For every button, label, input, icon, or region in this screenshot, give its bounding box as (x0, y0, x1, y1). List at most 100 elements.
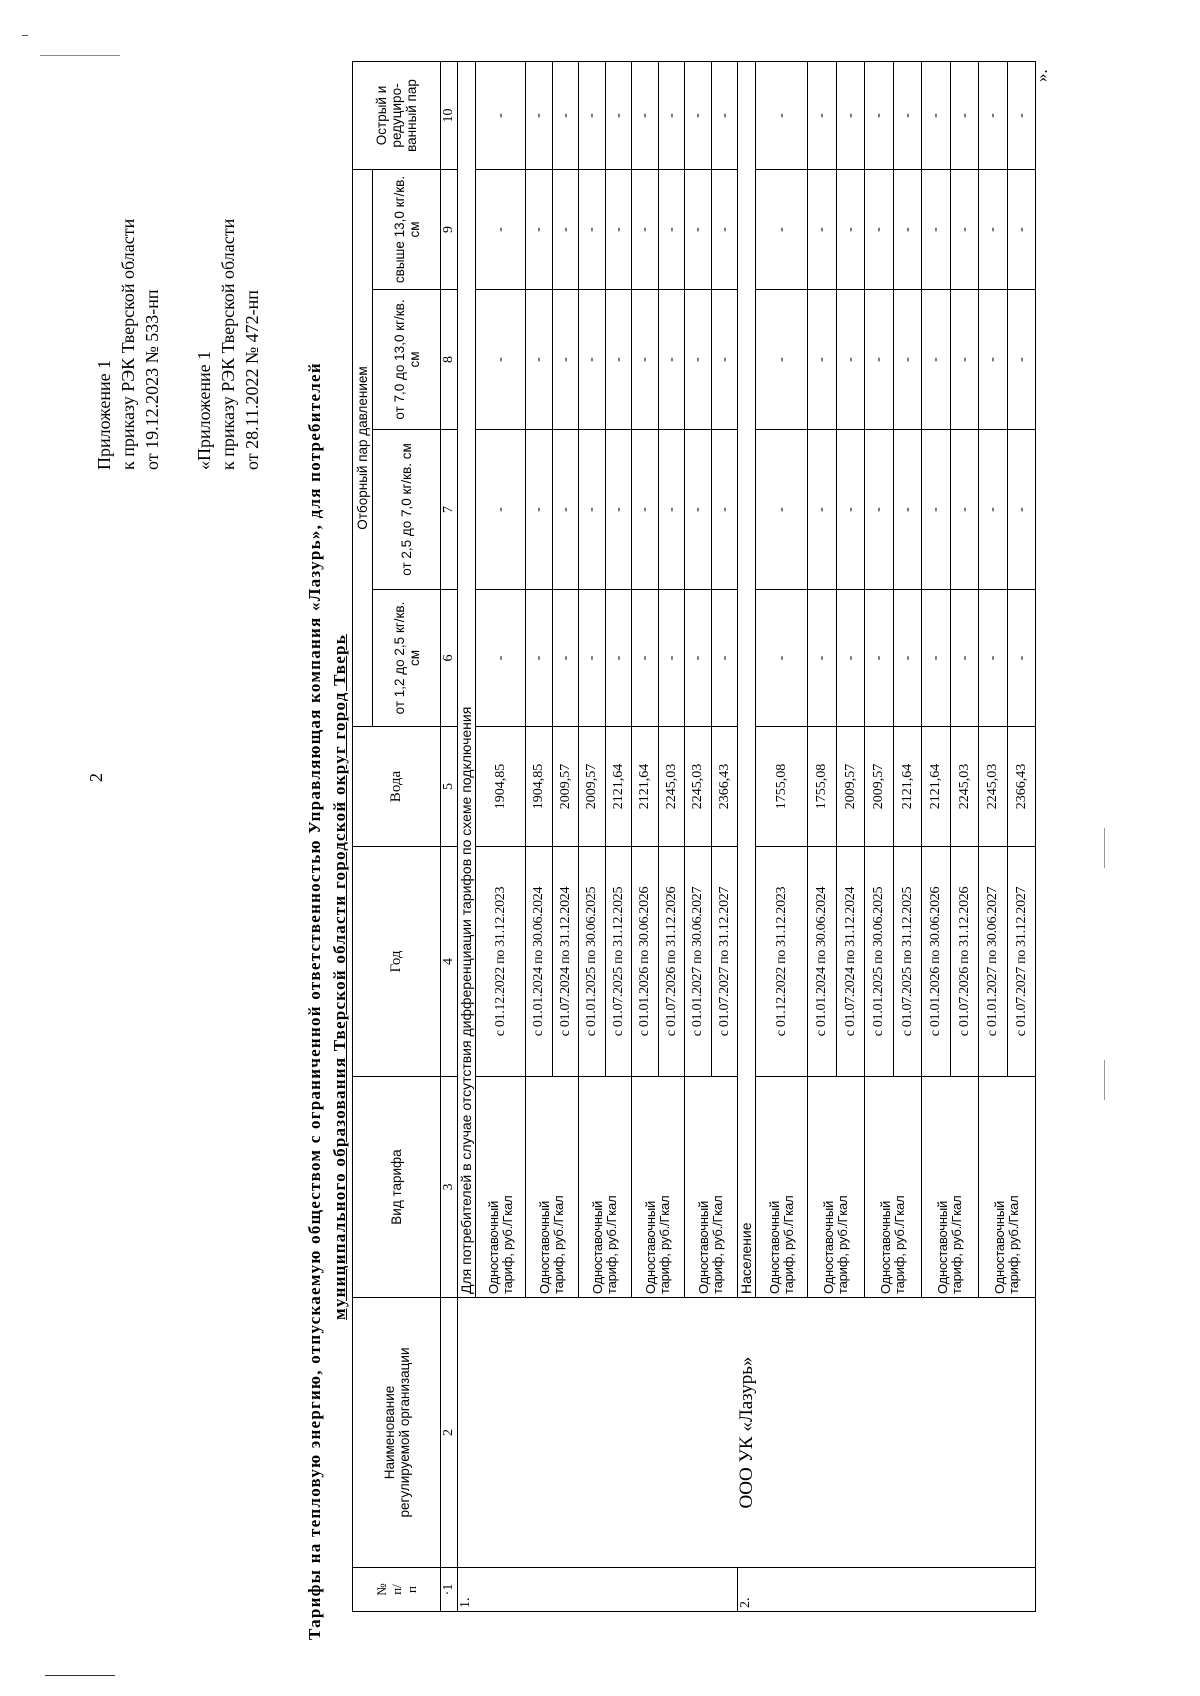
steam-tariff-p7: - (605, 429, 632, 590)
steam-tariff-p7: - (1007, 429, 1036, 590)
water-tariff: 2009,57 (864, 726, 893, 847)
steam-tariff-p7: - (631, 429, 658, 590)
steam-tariff-p6: - (755, 589, 808, 727)
steam-tariff-p7: - (552, 429, 579, 590)
steam-tariff-p9: - (836, 169, 865, 290)
steam-tariff-p8: - (807, 289, 836, 430)
steam-tariff-p7: - (711, 429, 738, 590)
steam-tariff-p6: - (1007, 589, 1036, 727)
column-number: 2 (440, 1297, 458, 1568)
steam-tariff-p9: - (525, 169, 552, 290)
steam-tariff-p10: - (658, 61, 685, 170)
column-number: 8 (440, 289, 458, 430)
steam-tariff-p9: - (921, 169, 950, 290)
steam-tariff-p8: - (755, 289, 808, 430)
period: с 01.07.2024 по 31.12.2024 (552, 846, 579, 1077)
steam-tariff-p10: - (578, 61, 605, 170)
period: с 01.01.2024 по 30.06.2024 (807, 846, 836, 1077)
column-number: 3 (440, 1076, 458, 1298)
period: с 01.07.2027 по 31.12.2027 (1007, 846, 1036, 1077)
steam-tariff-p8: - (921, 289, 950, 430)
steam-tariff-p6: - (711, 589, 738, 727)
water-tariff: 1755,08 (755, 726, 808, 847)
period: с 01.01.2026 по 30.06.2026 (631, 846, 658, 1077)
water-tariff: 2009,57 (578, 726, 605, 847)
period: с 01.07.2025 по 31.12.2025 (893, 846, 922, 1077)
steam-tariff-p8: - (525, 289, 552, 430)
annex-header-new: Приложение 1 к приказу РЭК Тверской обла… (92, 219, 164, 470)
scan-artifact (45, 1675, 115, 1676)
period: с 01.12.2022 по 31.12.2023 (755, 846, 808, 1077)
water-tariff: 2121,64 (921, 726, 950, 847)
header-organization: Наименование регулируемой организации (352, 1297, 441, 1568)
annex-line: Приложение 1 (94, 359, 114, 470)
steam-tariff-p8: - (658, 289, 685, 430)
annex-line: к приказу РЭК Тверской области (118, 218, 138, 470)
scan-artifact (22, 35, 28, 36)
tariff-type: Одноставочный тариф, руб./Гкал (475, 1076, 526, 1298)
closing-quote: ». (1032, 69, 1051, 82)
header-tariff-type: Вид тарифа (352, 1076, 441, 1298)
steam-tariff-p6: - (684, 589, 711, 727)
steam-tariff-p9: - (684, 169, 711, 290)
scan-artifact (1104, 828, 1105, 868)
steam-tariff-p10: - (864, 61, 893, 170)
steam-tariff-p7: - (978, 429, 1007, 590)
steam-tariff-p9: - (605, 169, 632, 290)
steam-tariff-p9: - (893, 169, 922, 290)
tariff-type: Одноставочный тариф, руб./Гкал (525, 1076, 579, 1298)
period: с 01.01.2025 по 30.06.2025 (864, 846, 893, 1077)
steam-tariff-p7: - (950, 429, 979, 590)
scan-artifact (1104, 1060, 1105, 1100)
period: с 01.07.2026 по 31.12.2026 (658, 846, 685, 1077)
steam-tariff-p10: - (475, 61, 526, 170)
steam-tariff-p8: - (605, 289, 632, 430)
steam-tariff-p6: - (893, 589, 922, 727)
header-year: Год (352, 846, 441, 1077)
steam-tariff-p10: - (684, 61, 711, 170)
steam-tariff-p10: - (605, 61, 632, 170)
column-number-row: ·1 2 3 4 5 6 7 8 9 10 (440, 61, 458, 1612)
steam-tariff-p8: - (552, 289, 579, 430)
header-steam-2-5-7: от 2,5 до 7,0 кг/кв. см (372, 429, 441, 590)
document-title-line1: Тарифы на тепловую энергию, отпускаемую … (305, 362, 324, 1640)
section-row: 1. ООО УК «Лазурь» Для потребителей в случ… (457, 61, 1036, 1612)
steam-tariff-p9: - (711, 169, 738, 290)
steam-tariff-p8: - (950, 289, 979, 430)
column-number: 6 (440, 589, 458, 727)
steam-tariff-p8: - (578, 289, 605, 430)
water-tariff: 1755,08 (807, 726, 836, 847)
steam-tariff-p9: - (807, 169, 836, 290)
period: с 01.12.2022 по 31.12.2023 (475, 846, 526, 1077)
scan-artifact (40, 55, 120, 56)
header-steam-7-13: от 7,0 до 13,0 кг/кв. см (372, 289, 441, 430)
column-number: 4 (440, 846, 458, 1077)
water-tariff: 2009,57 (836, 726, 865, 847)
column-number: 5 (440, 726, 458, 847)
steam-tariff-p8: - (893, 289, 922, 430)
steam-tariff-p7: - (921, 429, 950, 590)
period: с 01.01.2025 по 30.06.2025 (578, 846, 605, 1077)
annex-line: от 28.11.2022 № 472-нп (242, 290, 262, 470)
annex-header-old: «Приложение 1 к приказу РЭК Тверской обл… (192, 219, 264, 470)
steam-tariff-p7: - (475, 429, 526, 590)
period: с 01.07.2024 по 31.12.2024 (836, 846, 865, 1077)
tariff-type: Одноставочный тариф, руб./Гкал (807, 1076, 865, 1298)
steam-tariff-p6: - (605, 589, 632, 727)
steam-tariff-p8: - (978, 289, 1007, 430)
steam-tariff-p6: - (950, 589, 979, 727)
steam-tariff-p10: - (525, 61, 552, 170)
tariff-type: Одноставочный тариф, руб./Гкал (864, 1076, 922, 1298)
steam-tariff-p7: - (578, 429, 605, 590)
period: с 01.07.2025 по 31.12.2025 (605, 846, 632, 1077)
steam-tariff-p9: - (552, 169, 579, 290)
water-tariff: 1904,85 (525, 726, 552, 847)
header-steam-over-13: свыше 13,0 кг/кв. см (372, 169, 441, 290)
period: с 01.07.2027 по 31.12.2027 (711, 846, 738, 1077)
organization-name: ООО УК «Лазурь» (457, 1297, 1036, 1568)
water-tariff: 2009,57 (552, 726, 579, 847)
steam-tariff-p8: - (475, 289, 526, 430)
steam-tariff-p6: - (921, 589, 950, 727)
steam-tariff-p7: - (525, 429, 552, 590)
steam-tariff-p6: - (807, 589, 836, 727)
